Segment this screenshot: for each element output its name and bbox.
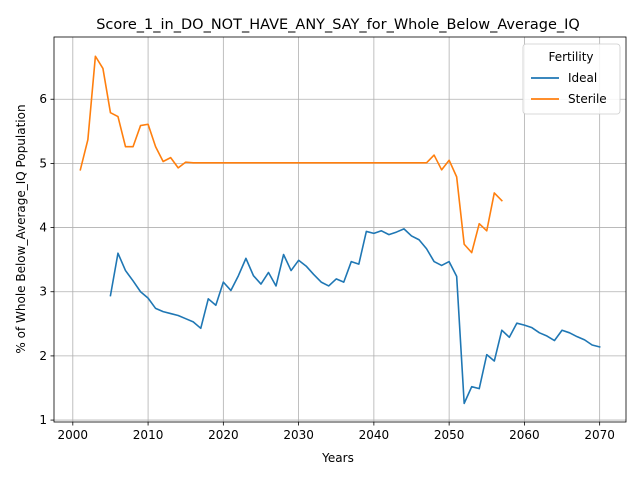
legend: Fertility Ideal Sterile bbox=[522, 43, 621, 115]
x-tick-label: 2020 bbox=[208, 428, 239, 442]
x-tick-label: 2040 bbox=[359, 428, 390, 442]
y-tick-label: 6 bbox=[39, 92, 47, 106]
series-line-sterile bbox=[79, 55, 503, 254]
y-tick-label: 2 bbox=[39, 349, 47, 363]
y-tick-label: 3 bbox=[39, 285, 47, 299]
legend-title: Fertility bbox=[548, 50, 593, 64]
y-axis-label: % of Whole Below_Average_IQ Population bbox=[14, 104, 28, 353]
y-tick-label: 5 bbox=[39, 156, 47, 170]
x-tick-label: 2030 bbox=[283, 428, 314, 442]
series-lines bbox=[79, 55, 601, 405]
chart-title: Score_1_in_DO_NOT_HAVE_ANY_SAY_for_Whole… bbox=[96, 17, 580, 33]
x-tick-label: 2060 bbox=[509, 428, 540, 442]
x-tick-label: 2000 bbox=[58, 428, 89, 442]
y-axis-ticks: 1 2 3 4 5 6 bbox=[39, 92, 54, 427]
x-tick-label: 2010 bbox=[133, 428, 164, 442]
series-line-ideal bbox=[109, 228, 601, 405]
x-axis-label: Years bbox=[321, 451, 354, 465]
plot-area-frame bbox=[53, 36, 627, 423]
x-axis-ticks: 2000 2010 2020 2030 2040 2050 2060 2070 bbox=[58, 422, 615, 442]
x-tick-label: 2070 bbox=[584, 428, 615, 442]
x-tick-label: 2050 bbox=[434, 428, 465, 442]
legend-label-ideal: Ideal bbox=[568, 71, 597, 85]
legend-label-sterile: Sterile bbox=[568, 92, 607, 106]
y-tick-label: 4 bbox=[39, 221, 47, 235]
y-tick-label: 1 bbox=[39, 413, 47, 427]
legend-box bbox=[522, 43, 621, 115]
